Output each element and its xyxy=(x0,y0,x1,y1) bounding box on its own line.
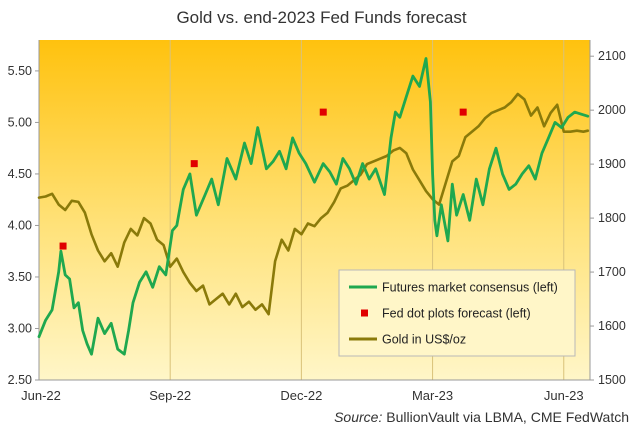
y-right-tick-label: 2000 xyxy=(598,103,626,117)
y-left-tick-label: 5.00 xyxy=(8,115,32,129)
axes: Jun-22 Sep-22 Dec-22 Mar-23 Jun-23 2.50 3.00 3.… xyxy=(8,40,626,403)
source-note: Source: BullionVault via LBMA, CME FedWa… xyxy=(334,409,629,425)
legend-label: Futures market consensus (left) xyxy=(382,281,558,295)
chart-title: Gold vs. end-2023 Fed Funds forecast xyxy=(176,8,467,27)
dot-plot-point xyxy=(319,108,327,116)
y-right-tick-label: 2100 xyxy=(598,49,626,63)
y-right-tick-label: 1800 xyxy=(598,211,626,225)
y-left-tick-label: 2.50 xyxy=(8,373,32,387)
gold-price-line xyxy=(37,92,590,316)
legend-box xyxy=(338,269,576,357)
source-label: Source: xyxy=(334,409,383,425)
y-right-tick-label: 1600 xyxy=(598,319,626,333)
y-right-tick-label: 1500 xyxy=(598,373,626,387)
y-right-tick-label: 1700 xyxy=(598,265,626,279)
y-left-tick-label: 3.00 xyxy=(8,321,32,335)
legend: Futures market consensus (left) Fed dot p… xyxy=(338,269,576,357)
legend-swatch xyxy=(361,309,368,317)
dot-plot-point xyxy=(190,160,198,168)
y-left-tick-label: 4.50 xyxy=(8,167,32,181)
legend-label: Fed dot plots forecast (left) xyxy=(382,307,531,321)
x-tick-label: Jun-23 xyxy=(544,388,584,403)
x-tick-label: Mar-23 xyxy=(412,388,453,403)
dot-plot-point xyxy=(59,242,67,250)
dot-plot-point xyxy=(459,108,467,116)
series-layer xyxy=(37,57,590,356)
y-right-tick-label: 1900 xyxy=(598,157,626,171)
x-tick-label: Dec-22 xyxy=(280,388,322,403)
legend-label: Gold in US$/oz xyxy=(382,333,466,347)
x-tick-label: Sep-22 xyxy=(149,388,191,403)
y-left-tick-label: 3.50 xyxy=(8,270,32,284)
x-tick-label: Jun-22 xyxy=(21,388,61,403)
futures-consensus-line xyxy=(37,57,590,356)
y-left-tick-label: 5.50 xyxy=(8,64,32,78)
y-left-tick-label: 4.00 xyxy=(8,218,32,232)
source-text: BullionVault via LBMA, CME FedWatch xyxy=(386,409,629,425)
